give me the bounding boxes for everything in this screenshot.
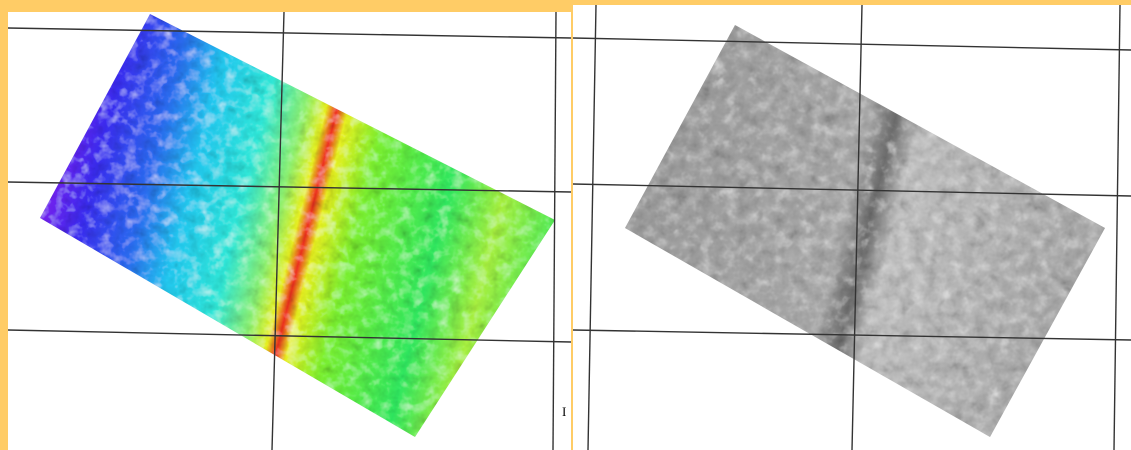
right-graticule — [572, 4, 1131, 450]
left-graticule — [7, 11, 572, 450]
panel-marker: I — [562, 404, 566, 419]
shaded-relief-swath — [625, 25, 1105, 437]
bathymetry-swath — [40, 14, 555, 437]
